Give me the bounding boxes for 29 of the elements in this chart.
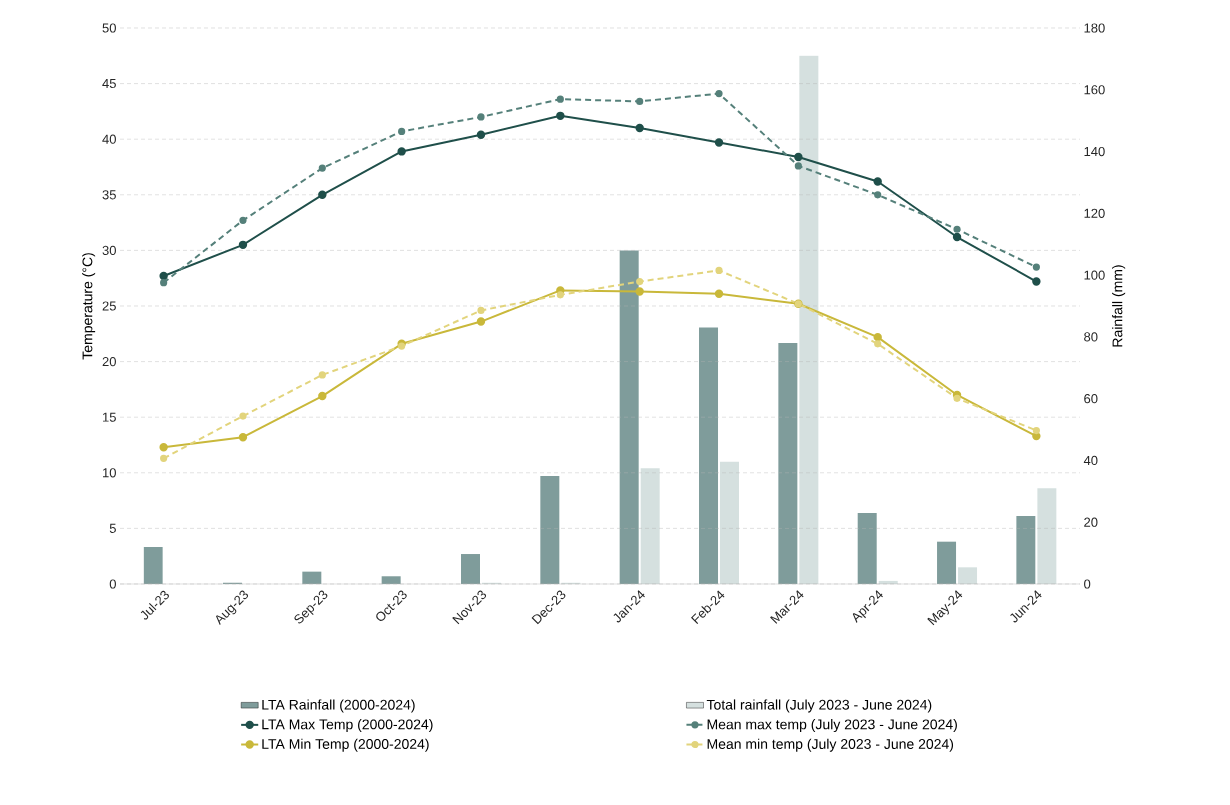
legend-label: LTA Min Temp (2000-2024) — [262, 738, 429, 752]
y2-tick-label: 140 — [1084, 146, 1105, 157]
y-tick-label: 15 — [103, 412, 116, 422]
legend-label: LTA Rainfall (2000-2024) — [262, 699, 415, 713]
y-tick-label: 30 — [102, 245, 116, 255]
legend-label: Total rainfall (July 2023 - June 2024) — [706, 699, 932, 713]
y-tick-label: 5 — [109, 523, 116, 533]
y2-axis-title: Rainfall (mm) — [1112, 265, 1126, 347]
y2-tick-label: 100 — [1084, 270, 1105, 280]
legend-label: LTA Max Temp (2000-2024) — [262, 719, 433, 733]
y2-tick-label: 120 — [1084, 208, 1105, 218]
y-tick-label: 20 — [102, 356, 116, 367]
y2-tick-label: 80 — [1084, 332, 1098, 342]
y-tick-label: 25 — [102, 301, 116, 311]
y-tick-label: 50 — [102, 23, 116, 33]
legend-label: Mean max temp (July 2023 - June 2024) — [707, 719, 957, 733]
y-tick-label: 35 — [102, 190, 116, 200]
y2-tick-label: 160 — [1084, 85, 1105, 95]
y2-tick-label: 60 — [1084, 394, 1098, 404]
y2-tick-label: 0 — [1084, 579, 1091, 589]
y-tick-label: 0 — [109, 579, 116, 589]
y2-tick-label: 20 — [1084, 517, 1098, 527]
y2-tick-label: 40 — [1083, 455, 1098, 466]
y-tick-label: 10 — [103, 468, 116, 478]
y-tick-label: 45 — [102, 79, 116, 89]
y2-tick-label: 180 — [1084, 23, 1105, 33]
y-tick-label: 40 — [102, 134, 116, 144]
legend-label: Mean min temp (July 2023 - June 2024) — [707, 738, 954, 752]
y-axis-title: Temperature (°C) — [82, 253, 96, 360]
